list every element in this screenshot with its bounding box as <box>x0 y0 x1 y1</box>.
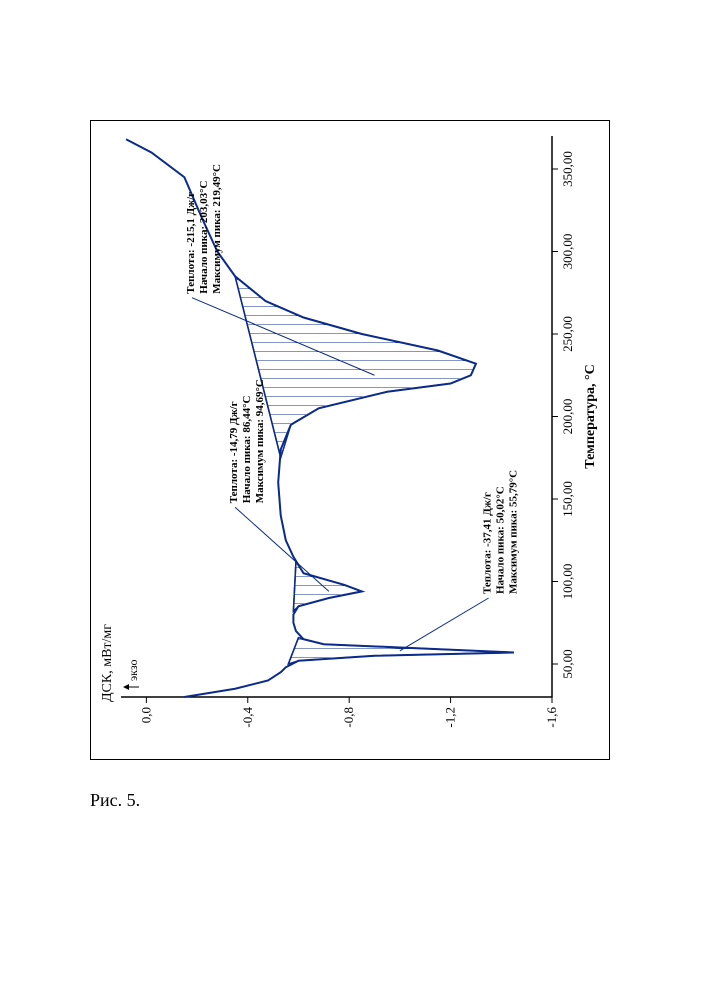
peak1-leader <box>400 598 489 651</box>
y-tick-label: -0,8 <box>341 707 356 728</box>
x-tick-label: 150,00 <box>560 481 575 517</box>
peak3-label: Максимум пика: 219,49°С <box>211 164 223 294</box>
peak1-label: Начало пика: 50,02°С <box>495 486 507 594</box>
x-axis-label: Температура, °С <box>583 364 598 468</box>
figure-caption: Рис. 5. <box>90 790 140 811</box>
peak2-label: Теплота: -14,79 Дж/г <box>228 401 240 503</box>
y-tick-label: -1,6 <box>544 707 559 728</box>
x-tick-label: 350,00 <box>560 151 575 187</box>
peak3-label: Начало пика: 203,03°С <box>198 180 210 293</box>
y-axis-label: ДСК, мВт/мг <box>100 624 115 702</box>
x-tick-label: 200,00 <box>560 399 575 435</box>
y-tick-label: -1,2 <box>443 707 458 728</box>
x-tick-label: 300,00 <box>560 234 575 270</box>
figure-frame: 0,0 -0,4 -0,8 -1,2 -1,6 50,00 100,00 150,00 200,… <box>90 120 610 760</box>
dsc-chart: 0,0 -0,4 -0,8 -1,2 -1,6 50,00 100,00 150,00 200,… <box>91 121 607 757</box>
y-tick-label: -0,4 <box>240 707 255 728</box>
page: 0,0 -0,4 -0,8 -1,2 -1,6 50,00 100,00 150,00 200,… <box>0 0 707 1000</box>
peak1-label: Максимум пика: 55,79°С <box>508 470 520 594</box>
x-tick-label: 50,00 <box>560 649 575 678</box>
exo-arrow-head <box>123 684 129 690</box>
peak1-label: Теплота: -37,41 Дж/г <box>482 492 494 594</box>
x-tick-label: 100,00 <box>560 564 575 600</box>
peak3-label: Теплота: -215,1 Дж/г <box>185 192 197 294</box>
exo-label: экзо <box>126 660 140 682</box>
peak2-label: Максимум пика: 94,69°С <box>254 379 266 503</box>
y-tick-label: 0,0 <box>138 707 153 723</box>
x-tick-label: 250,00 <box>560 316 575 352</box>
peak2-label: Начало пика: 86,44°С <box>241 396 253 504</box>
